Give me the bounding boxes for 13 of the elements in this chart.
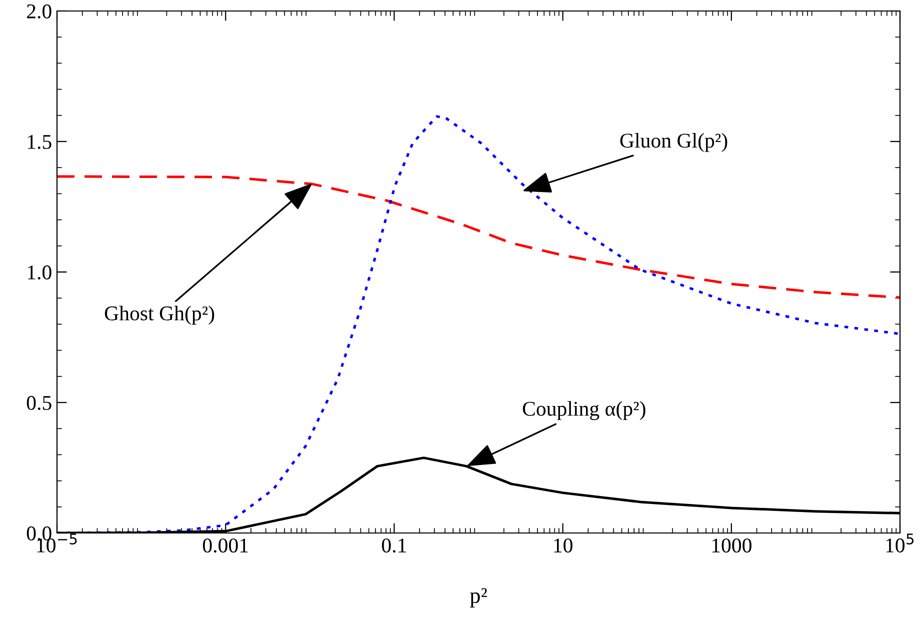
y-tick-label: 1.5 xyxy=(28,134,52,150)
annotation: Gluon Gl(p²) xyxy=(620,133,728,152)
annotation: Coupling α(p²) xyxy=(522,401,646,420)
y-tick-label: 1.0 xyxy=(28,265,52,280)
annotation: Ghost Gh(p²) xyxy=(104,306,214,325)
x-tick-label: 0.1 xyxy=(382,538,406,553)
x-tick-label: 0.001 xyxy=(202,538,248,553)
x-tick-label: 10$^{5}$ xyxy=(886,534,914,552)
x-tick-label: 1000 xyxy=(712,538,752,553)
x-axis-title: p² xyxy=(470,588,487,608)
x-tick-label: 10 xyxy=(554,538,572,553)
y-tick-label: 0.5 xyxy=(26,396,52,410)
y-tick-label: 2.0 xyxy=(27,4,52,19)
